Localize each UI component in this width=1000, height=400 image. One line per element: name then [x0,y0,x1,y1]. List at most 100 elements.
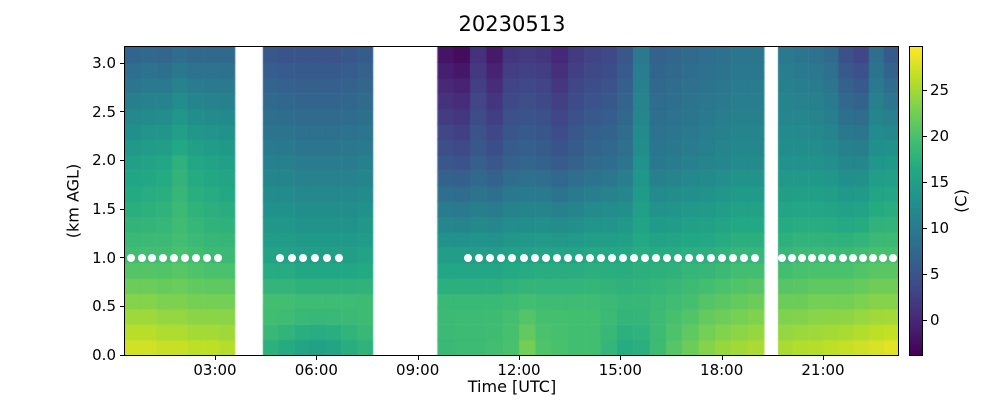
cloud-base-dot [159,253,168,262]
x-tick-label: 15:00 [598,361,642,379]
cloud-base-dot [486,253,495,262]
y-axis-label: (km AGL) [63,163,83,239]
cloud-base-dot [848,253,857,262]
y-tick-label: 1.5 [92,200,116,219]
colorbar-tick-mark [923,319,927,321]
y-tick-mark [120,159,124,161]
cloud-base-dot [574,253,583,262]
cloud-base-dot [858,253,867,262]
cloud-base-dot [508,253,517,262]
colorbar-tick-mark [923,181,927,183]
colorbar-tick-label: 25 [930,81,950,100]
cloud-base-dot [674,253,683,262]
cloud-base-dot [334,253,343,262]
colorbar-tick-label: 5 [930,265,940,284]
cloud-base-dot [641,253,649,262]
cloud-base-dot [497,253,506,262]
cloud-base-dot [181,253,190,262]
cloud-base-dot [530,253,539,262]
x-tick-mark [721,356,723,360]
cloud-base-dot [563,253,572,262]
colorbar-tick-label: 15 [930,173,950,192]
cloud-base-dot [519,253,528,262]
cloud-base-dot [889,253,898,262]
x-tick-mark [316,356,318,360]
cloud-base-dot [729,253,738,262]
y-tick-label: 2.0 [92,151,116,170]
y-tick-label: 3.0 [92,54,116,73]
cloud-base-dot [148,253,157,262]
cloud-base-dot [170,253,179,262]
cloud-base-dot [696,253,705,262]
cloud-base-dot [299,253,308,262]
x-tick-label: 03:00 [193,361,237,379]
cloud-base-dot [275,253,284,262]
cloud-base-dot [868,253,877,262]
cloud-base-dot [126,253,135,262]
y-tick-mark [120,305,124,307]
cloud-base-dot [663,253,672,262]
y-tick-mark [120,257,124,259]
colorbar-tick-mark [923,89,927,91]
cloud-base-dot [787,253,796,262]
y-tick-mark [120,62,124,64]
x-tick-mark [518,356,520,360]
cloud-base-dot [685,253,694,262]
x-tick-mark [620,356,622,360]
cloud-base-dot [740,253,749,262]
y-tick-mark [120,354,124,356]
cloud-base-dot [751,253,760,262]
chart-title: 20230513 [458,12,566,36]
cloud-base-dot [203,253,212,262]
y-tick-label: 2.5 [92,102,116,121]
x-tick-label: 06:00 [294,361,338,379]
cloud-base-dot [879,253,888,262]
x-tick-label: 12:00 [497,361,541,379]
cloud-base-dot [541,253,550,262]
y-tick-label: 0.5 [92,297,116,316]
colorbar-tick-mark [923,135,927,137]
cloud-base-dot [828,253,837,262]
cloud-base-dot [311,253,320,262]
cloud-base-dot [464,253,473,262]
x-tick-label: 09:00 [396,361,440,379]
cloud-base-dot [323,253,332,262]
x-tick-label: 21:00 [801,361,845,379]
y-tick-mark [120,208,124,210]
cloud-base-dot [707,253,716,262]
y-tick-label: 0.0 [92,346,116,364]
cloud-base-dot [137,253,146,262]
cloud-base-dot [287,253,296,262]
cloud-base-dot [838,253,847,262]
colorbar [910,47,923,355]
colorbar-tick-label: 0 [930,311,940,330]
cloud-base-dot [718,253,727,262]
cloud-base-dot [808,253,817,262]
cloud-base-dot [552,253,561,262]
colorbar-axis-label: (C) [951,189,971,213]
cloud-base-dot [818,253,827,262]
heatmap-plot-area [125,47,899,355]
x-tick-mark [214,356,216,360]
cloud-base-dot [475,253,484,262]
cloud-base-dot [629,253,638,262]
x-axis-label: Time [UTC] [467,377,557,396]
cloud-base-dot [652,253,661,262]
cloud-base-dot [777,253,786,262]
cloud-base-dot [596,253,605,262]
y-tick-label: 1.0 [92,248,116,267]
colorbar-tick-mark [923,227,927,229]
cloud-base-dot [618,253,627,262]
cloud-base-dot [607,253,616,262]
y-tick-mark [120,111,124,113]
cloud-base-dot [585,253,594,262]
colorbar-tick-label: 10 [930,219,950,238]
cloud-base-dot [192,253,201,262]
x-tick-label: 18:00 [700,361,744,379]
x-tick-mark [822,356,824,360]
cloud-base-dot [214,253,223,262]
x-tick-mark [417,356,419,360]
colorbar-tick-label: 20 [930,127,950,146]
colorbar-tick-mark [923,273,927,275]
